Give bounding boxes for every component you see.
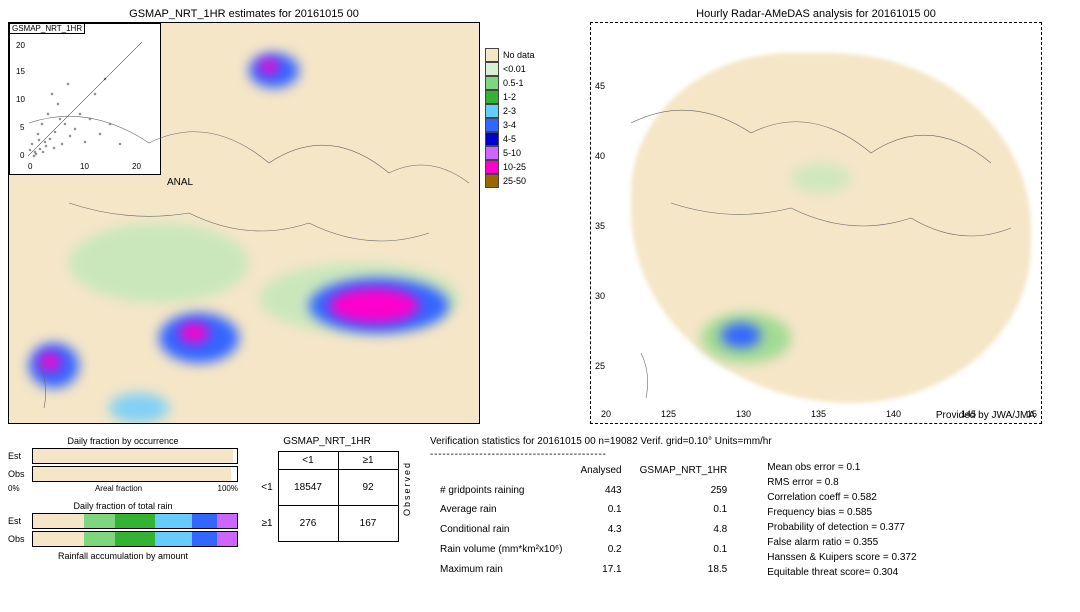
stats-title: Verification statistics for 20161015 00 … — [430, 436, 1072, 447]
rain-title: Daily fraction of total rain — [8, 501, 238, 511]
contingency-panel: GSMAP_NRT_1HR <1 ≥1 <1 18547 92 ≥1 276 1… — [256, 436, 412, 541]
metrics-list: Mean obs error = 0.1RMS error = 0.8Corre… — [767, 460, 916, 580]
coastline-left — [9, 23, 479, 423]
occ-title: Daily fraction by occurrence — [8, 436, 238, 446]
observed-label: Observed — [402, 461, 412, 516]
map-left: GSMAP_NRT_1HR 05 101520 — [8, 22, 480, 424]
contingency-grid: <1 ≥1 <1 18547 92 ≥1 276 167 — [256, 451, 398, 541]
color-legend: No data<0.010.5-11-22-33-44-55-1010-2525… — [485, 48, 565, 188]
map-right-title: Hourly Radar-AMeDAS analysis for 2016101… — [590, 8, 1042, 20]
credit-text: Provided by JWA/JMA — [936, 410, 1035, 421]
fraction-panel: Daily fraction by occurrence Est Obs 0% … — [8, 436, 238, 563]
coastline-right — [591, 23, 1041, 423]
stats-panel: Verification statistics for 20161015 00 … — [430, 436, 1072, 580]
map-left-panel: GSMAP_NRT_1HR estimates for 20161015 00 … — [8, 8, 480, 424]
stats-table: AnalysedGSMAP_NRT_1HR # gridpoints raini… — [430, 460, 737, 580]
divider: - - - - - - - - - - - - - - - - - - - - … — [430, 449, 1072, 460]
cont-title: GSMAP_NRT_1HR — [256, 436, 398, 447]
map-right-panel: Hourly Radar-AMeDAS analysis for 2016101… — [590, 8, 1042, 424]
map-left-title: GSMAP_NRT_1HR estimates for 20161015 00 — [8, 8, 480, 20]
map-right: 20 125 130 135 140 145 15 45 40 35 30 25… — [590, 22, 1042, 424]
accum-title: Rainfall accumulation by amount — [8, 551, 238, 561]
